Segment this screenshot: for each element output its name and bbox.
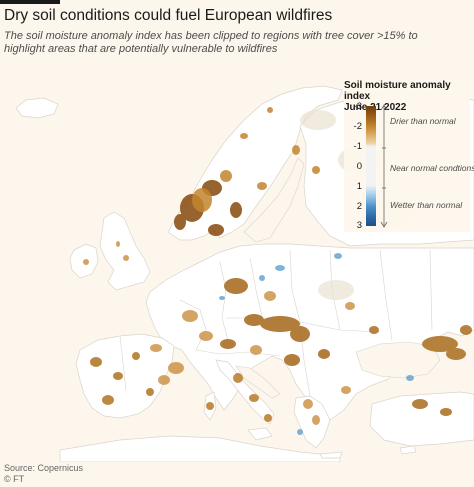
legend-tick: 3 <box>356 220 362 231</box>
black-sea <box>355 341 441 379</box>
legend-near-normal-label: Near normal condtions <box>390 163 474 173</box>
legend-tick: -2 <box>353 121 362 132</box>
legend-tick: 0 <box>356 161 362 172</box>
land-cyprus <box>399 445 417 455</box>
legend-tick: -1 <box>353 141 362 152</box>
credit-text: © FT <box>4 474 25 484</box>
legend-color-bar <box>366 106 376 226</box>
land-continent <box>145 243 474 421</box>
ft-brand-bar <box>0 0 60 4</box>
legend-tick: -3 <box>353 101 362 112</box>
legend-title-text: Soil moisture anomaly index <box>344 80 451 102</box>
chart-subtitle: The soil moisture anomaly index has been… <box>4 30 418 55</box>
map-legend: Soil moisture anomaly index June 21 2022… <box>344 80 474 232</box>
land-anatolia <box>369 391 474 447</box>
legend-tick: 1 <box>356 181 362 192</box>
wet-areas <box>219 253 414 435</box>
dry-areas <box>83 107 472 425</box>
adriatic-sea <box>235 365 281 399</box>
legend-wetter-label: Wetter than normal <box>390 200 463 210</box>
chart-title: Dry soil conditions could fuel European … <box>4 7 333 24</box>
legend-drier-label: Drier than normal <box>390 116 456 126</box>
land-greece <box>293 395 331 449</box>
land-iceland <box>15 97 59 119</box>
legend-tick: 2 <box>356 201 362 212</box>
source-note: Source: Copernicus © FT <box>4 463 83 485</box>
inland-seas <box>235 157 441 399</box>
legend-title: Soil moisture anomaly index June 21 2022 <box>344 80 470 113</box>
legend-arrow-icon <box>380 104 388 228</box>
land-north-africa <box>59 435 341 462</box>
baltic-sea <box>243 157 305 243</box>
source-text: Source: Copernicus <box>4 463 84 473</box>
land-iberia <box>75 333 175 419</box>
land-crete <box>319 451 343 459</box>
land-sicily <box>247 427 273 441</box>
land-great-britain <box>99 211 151 291</box>
